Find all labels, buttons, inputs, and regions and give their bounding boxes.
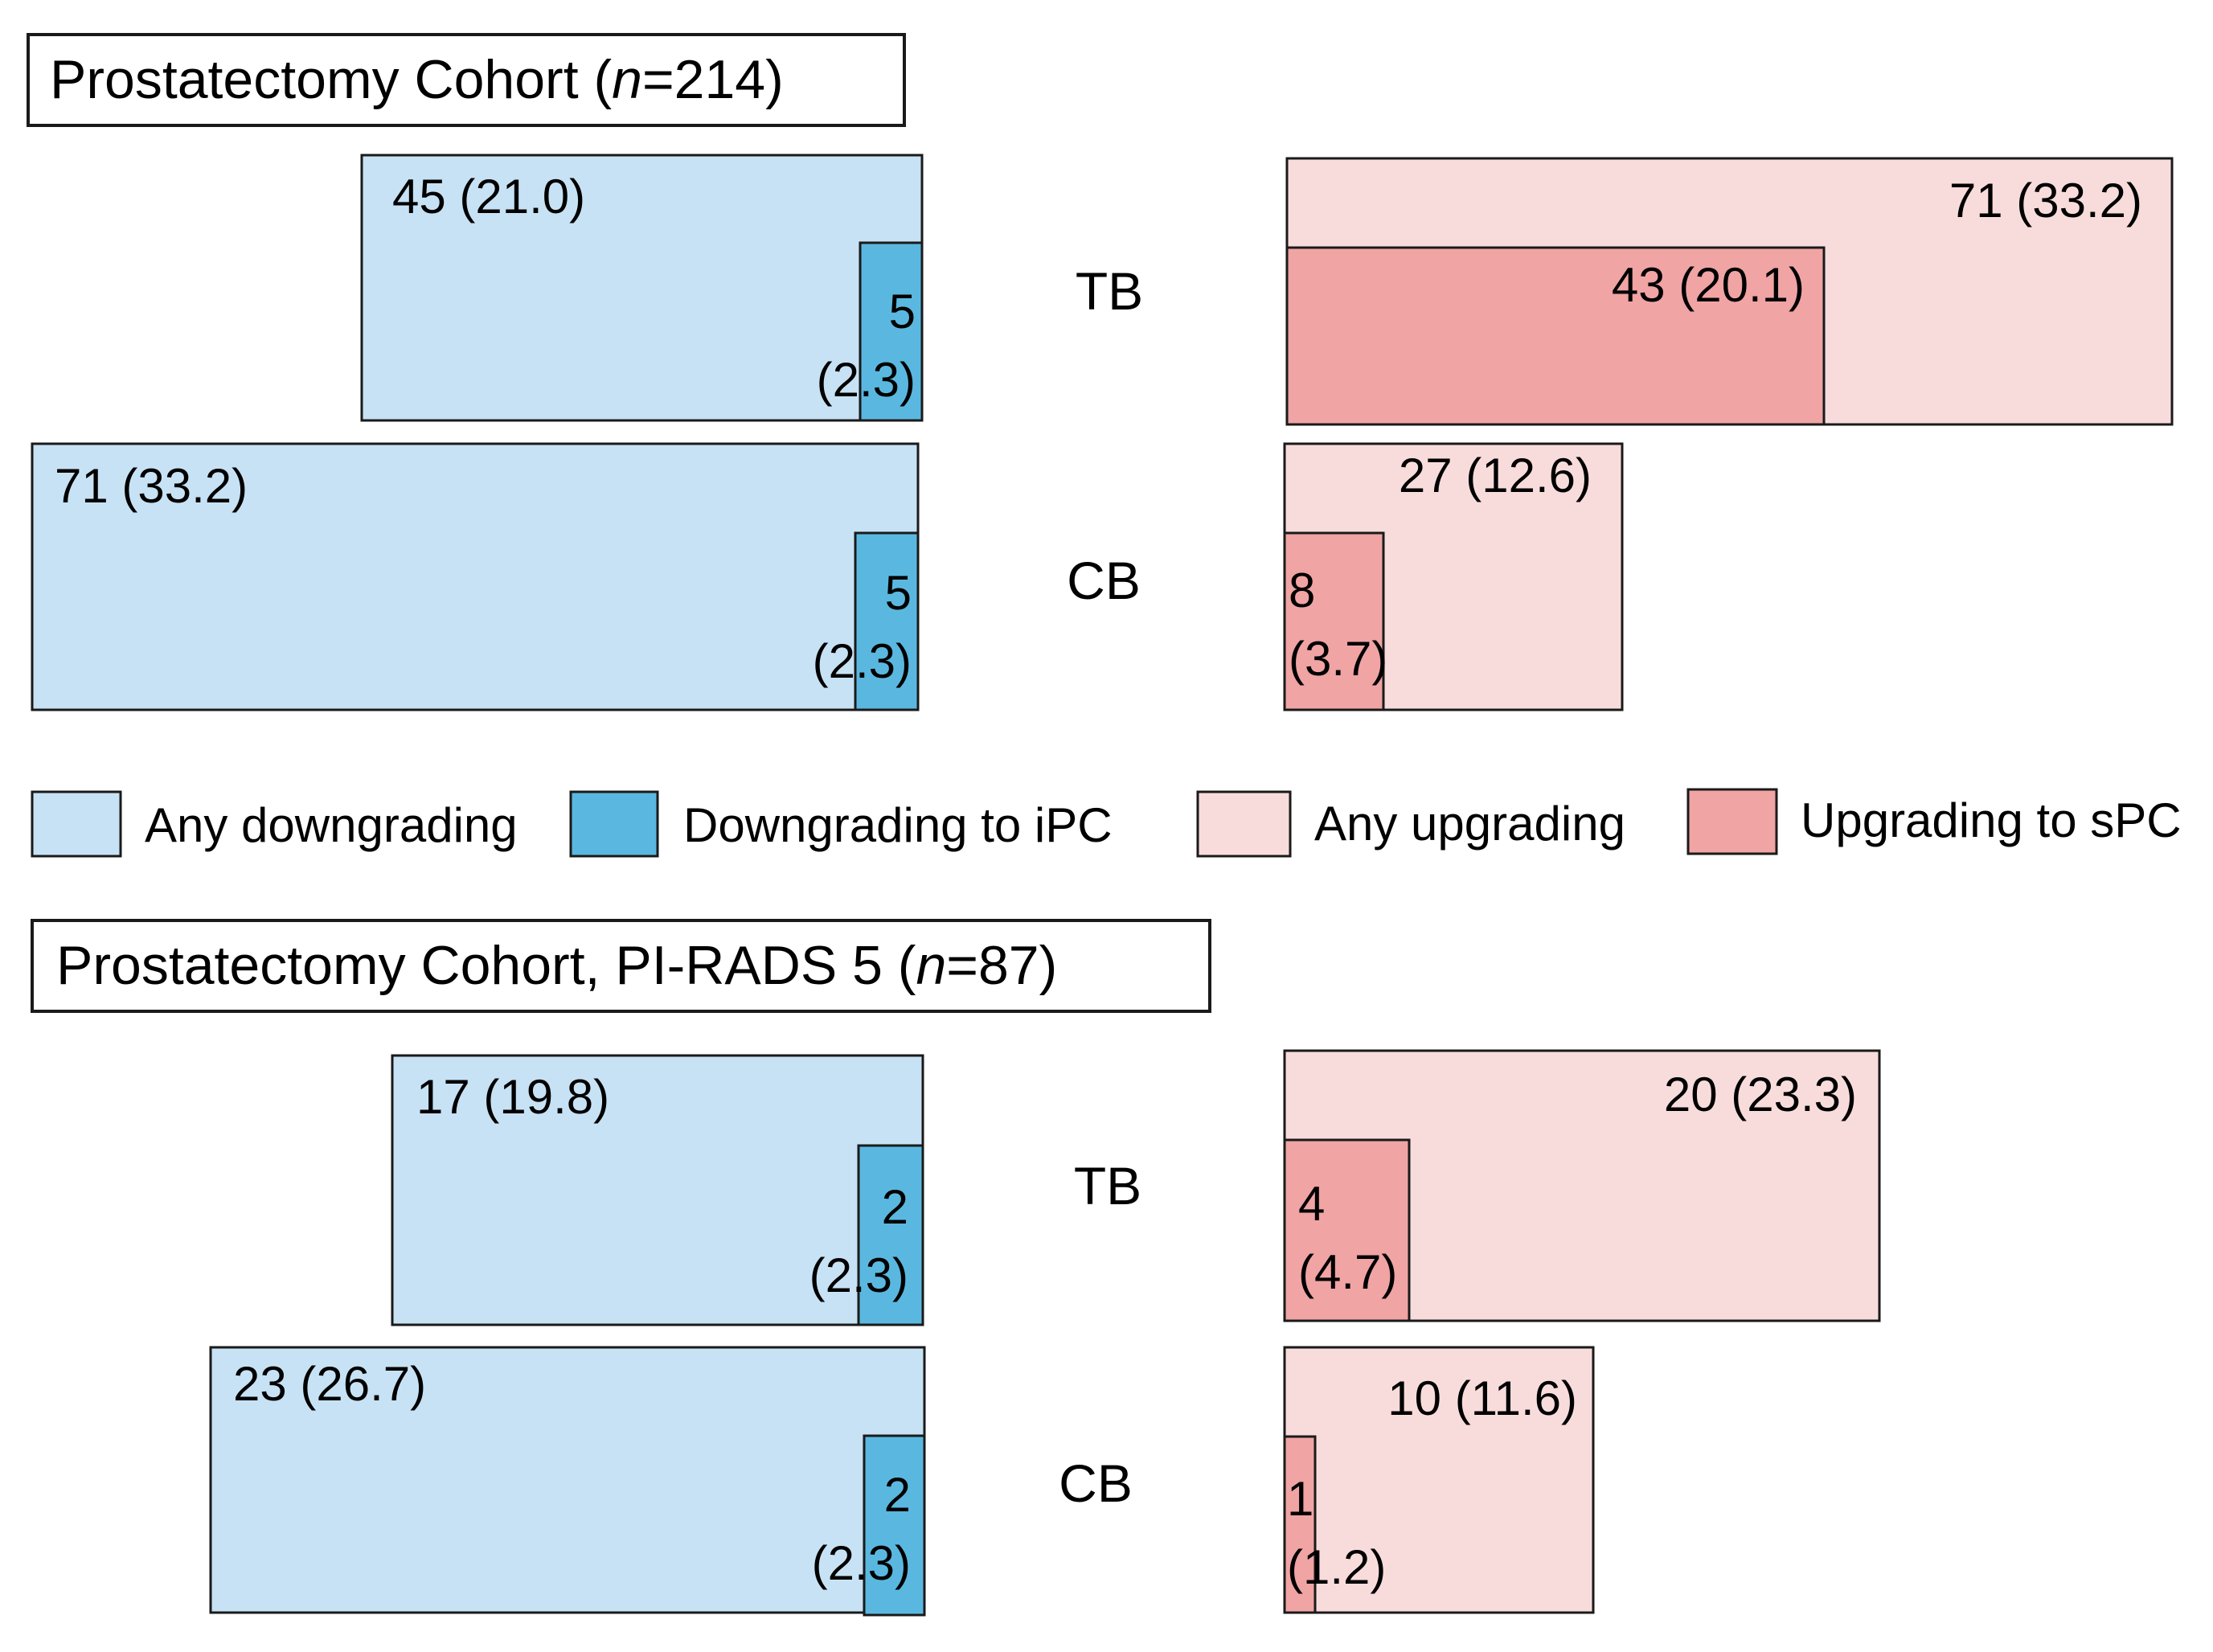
legend-item: Downgrading to iPC [569,790,1113,858]
panel-title-box [31,919,1211,1013]
value-downgrading-to-ipc-pct: (2.3) [813,634,912,688]
panel-title-box [27,33,906,127]
value-upgrading-to-spc-pct: (1.2) [1287,1540,1386,1594]
value-any-downgrading: 45 (21.0) [392,170,585,223]
value-any-downgrading: 23 (26.7) [233,1357,426,1411]
box-downgrading-to-ipc [857,1144,924,1326]
value-any-upgrading: 20 (23.3) [1664,1068,1857,1121]
box-upgrading-to-spc [1283,1435,1317,1614]
legend-item: Any upgrading [1196,790,1625,858]
box-any-downgrading [31,442,920,711]
value-any-downgrading: 71 (33.2) [55,459,248,513]
legend-item: Any downgrading [31,790,518,858]
box-upgrading-to-spc [1283,531,1385,711]
box-downgrading-to-ipc [863,1434,926,1617]
legend-swatch-upgrading-to-spc [1686,788,1778,855]
panel-title: Prostatectomy Cohort (n=214) [50,49,784,110]
value-downgrading-to-ipc-pct: (2.3) [817,353,916,407]
value-downgrading-to-ipc-pct: (2.3) [809,1248,908,1302]
value-downgrading-to-ipc-n: 2 [884,1468,911,1522]
value-upgrading-to-spc-n: 1 [1287,1472,1313,1526]
row-label-tb: TB [1074,1156,1141,1215]
value-upgrading-to-spc: 43 (20.1) [1612,258,1805,312]
value-any-upgrading: 10 (11.6) [1387,1371,1577,1425]
legend-swatch-any-upgrading [1196,790,1292,858]
legend-label: Any downgrading [145,798,518,852]
legend-label: Any upgrading [1314,797,1625,851]
box-downgrading-to-ipc [859,241,924,422]
value-upgrading-to-spc-n: 8 [1289,564,1315,617]
box-upgrading-to-spc [1283,1138,1411,1322]
row-label-cb: CB [1059,1453,1133,1513]
value-downgrading-to-ipc-n: 5 [889,285,916,338]
legend-swatch-any-downgrading [31,790,122,858]
legend-label: Upgrading to sPC [1801,793,2182,847]
row-label-tb: TB [1076,261,1143,321]
value-any-upgrading: 71 (33.2) [1949,174,2142,228]
box-upgrading-to-spc [1285,246,1826,426]
box-any-downgrading [209,1346,926,1614]
panel-prostatectomy-cohort: Prostatectomy Cohort (n=214) TB CB 45 (2… [27,33,2174,711]
panel-title: Prostatectomy Cohort, PI-RADS 5 (n=87) [56,935,1057,996]
value-upgrading-to-spc-n: 4 [1298,1177,1325,1231]
box-downgrading-to-ipc [854,531,920,711]
value-upgrading-to-spc-pct: (4.7) [1298,1245,1397,1299]
legend: Any downgrading Downgrading to iPC Any u… [31,788,2182,858]
box-any-downgrading [360,154,924,422]
value-downgrading-to-ipc-n: 5 [885,566,912,620]
value-any-downgrading: 17 (19.8) [416,1070,609,1124]
legend-item: Upgrading to sPC [1686,788,2182,855]
legend-swatch-downgrading-to-ipc [569,790,659,858]
value-any-upgrading: 27 (12.6) [1399,449,1592,502]
panel-pirads5-cohort: Prostatectomy Cohort, PI-RADS 5 (n=87) T… [31,919,1881,1617]
row-label-cb: CB [1067,551,1141,610]
box-any-upgrading [1283,1346,1595,1614]
value-upgrading-to-spc-pct: (3.7) [1289,632,1387,686]
value-downgrading-to-ipc-n: 2 [882,1180,908,1234]
legend-label: Downgrading to iPC [683,798,1113,852]
value-downgrading-to-ipc-pct: (2.3) [812,1536,911,1590]
